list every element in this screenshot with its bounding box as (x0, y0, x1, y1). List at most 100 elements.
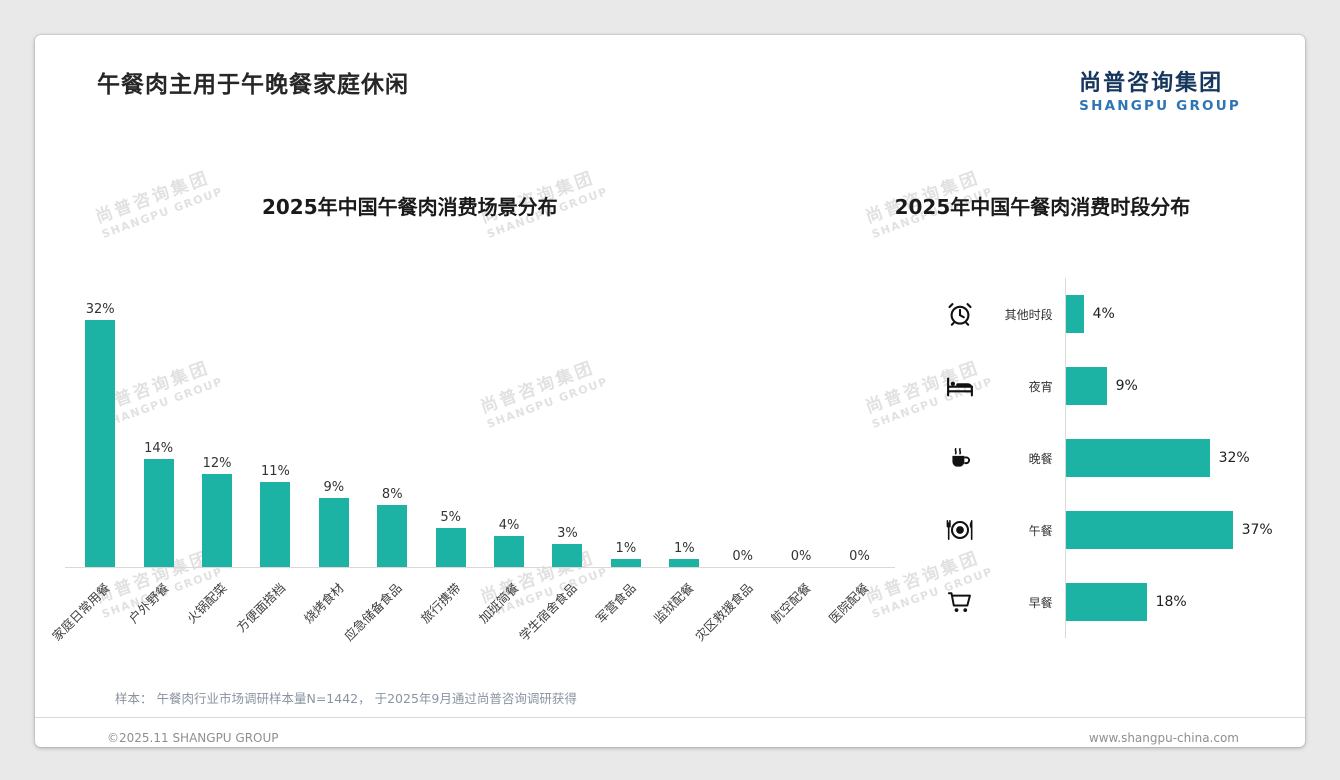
bar (85, 320, 116, 567)
bar-value-label: 9% (1115, 378, 1138, 394)
coffee-cup-icon (935, 445, 985, 471)
axis-label-slot: 灾区救援食品 (692, 568, 771, 688)
category-label: 加班简餐 (475, 580, 522, 627)
axis-label-slot: 旅行携带 (417, 568, 479, 688)
scenario-chart-title: 2025年中国午餐肉消费场景分布 (261, 195, 558, 219)
bar-zone: 4% (1064, 278, 1285, 350)
bar-value-label: 1% (673, 541, 695, 556)
category-label: 晚餐 (1028, 451, 1053, 466)
bar-slot: 32% (71, 302, 129, 567)
bar (143, 459, 174, 567)
bar (1065, 511, 1233, 549)
bar-value-label: 9% (323, 480, 345, 495)
category-label: 其他时段 (1004, 307, 1053, 322)
bar-slot: 0% (772, 549, 830, 567)
bar-value-label: 3% (557, 526, 578, 541)
scenario-chart-axis-labels: 家庭日常用餐 户外野餐 火锅配菜 方便面搭档 烧烤食材 应急储备食品 旅行携带 加班简餐 学生宿… (49, 568, 895, 688)
shopping-cart-icon (935, 588, 985, 616)
header: 午餐肉主用于午晚餐家庭休闲 尚普咨询集团 SHANGPU GROUP (35, 35, 1305, 114)
bar-value-label: 0% (732, 549, 753, 564)
bar-zone: 32% (1064, 422, 1285, 494)
category-label: 医院配餐 (826, 580, 873, 627)
category-label: 军营食品 (592, 580, 639, 627)
bar-value-label: 0% (849, 549, 870, 564)
bar-value-label: 18% (1155, 594, 1187, 610)
timeslot-chart: 2025年中国午餐肉消费时段分布 其他时段 4% 夜宵 9% 晚餐 32% 午餐 37% 早餐 1… (895, 194, 1285, 688)
bar-value-label: 4% (1092, 306, 1115, 322)
bar-slot: 12% (188, 456, 246, 567)
bar-slot: 1% (597, 541, 655, 567)
bar-value-label: 11% (260, 464, 290, 479)
bar (1065, 583, 1147, 621)
bar-slot: 0% (830, 549, 888, 567)
plate-cutlery-icon (935, 516, 985, 544)
time-slot-row: 早餐 18% (935, 566, 1285, 638)
axis-label-slot: 户外野餐 (125, 568, 187, 688)
bar (260, 482, 291, 567)
axis-label-slot: 应急储备食品 (341, 568, 421, 688)
footer-website: www.shangpu-china.com (1088, 731, 1239, 745)
bar-slot: 5% (421, 510, 479, 567)
bar (610, 559, 641, 567)
bar-value-label: 37% (1241, 522, 1273, 538)
category-label: 午餐 (1028, 523, 1053, 538)
bar (669, 559, 700, 567)
bar-value-label: 0% (790, 549, 812, 564)
bar (1065, 367, 1107, 405)
alarm-clock-icon (935, 300, 985, 328)
bar-value-label: 5% (440, 510, 461, 525)
category-label: 火锅配菜 (183, 580, 230, 627)
bar-slot: 8% (363, 487, 421, 567)
bar-slot: 3% (538, 526, 596, 567)
bar-slot: 1% (655, 541, 713, 567)
bar (202, 474, 233, 567)
category-label: 烧烤食材 (300, 580, 347, 627)
category-label: 夜宵 (1028, 379, 1053, 394)
time-slot-row: 午餐 37% (935, 494, 1285, 566)
bar (1065, 295, 1084, 333)
slide: 尚普咨询集团 SHANGPU GROUP 尚普咨询集团 SHANGPU GROUP 尚普… (35, 35, 1305, 747)
bar-value-label: 12% (202, 456, 232, 471)
category-label: 航空配餐 (767, 580, 814, 627)
footer-copyright: ©2025.11 SHANGPU GROUP (107, 731, 279, 745)
time-slot-row: 晚餐 32% (935, 422, 1285, 494)
axis-label-slot: 医院配餐 (826, 568, 888, 688)
bar-slot: 11% (246, 464, 304, 567)
axis-label-slot: 航空配餐 (768, 568, 830, 688)
time-slot-row: 其他时段 4% (935, 278, 1285, 350)
bar-value-label: 14% (144, 441, 174, 456)
axis-label-slot: 家庭日常用餐 (49, 568, 129, 688)
bar-slot: 14% (129, 441, 187, 567)
bar (1065, 439, 1210, 477)
bar-value-label: 32% (1218, 450, 1250, 466)
bar (494, 536, 525, 567)
charts-area: 2025年中国午餐肉消费场景分布 32% 14% 12% 11% 9% 8% 5% 4% 3% 1… (35, 194, 1305, 688)
bar (435, 528, 466, 567)
company-logo: 尚普咨询集团 SHANGPU GROUP (1079, 65, 1241, 114)
scenario-chart-plot: 32% 14% 12% 11% 9% 8% 5% 4% 3% 1% 1% 0% 0% 0% (65, 298, 895, 568)
bar-slot: 4% (480, 518, 538, 567)
axis-label-slot: 学生宿舍食品 (517, 568, 596, 688)
category-label: 旅行携带 (417, 580, 464, 627)
bar-value-label: 8% (381, 487, 403, 502)
category-label: 户外野餐 (125, 580, 172, 627)
footer: ©2025.11 SHANGPU GROUP www.shangpu-china… (35, 717, 1305, 747)
bar-value-label: 32% (85, 302, 115, 317)
bed-icon (935, 371, 985, 401)
time-slot-row: 夜宵 9% (935, 350, 1285, 422)
bar-zone: 37% (1064, 494, 1285, 566)
scenario-chart: 2025年中国午餐肉消费场景分布 32% 14% 12% 11% 9% 8% 5% 4% 3% 1… (49, 194, 895, 688)
bar (552, 544, 583, 567)
bar-value-label: 1% (615, 541, 637, 556)
timeslot-chart-plot: 其他时段 4% 夜宵 9% 晚餐 32% 午餐 37% 早餐 18% (895, 278, 1285, 638)
timeslot-chart-title: 2025年中国午餐肉消费时段分布 (894, 195, 1191, 219)
bar-zone: 9% (1064, 350, 1285, 422)
category-label: 早餐 (1028, 595, 1053, 610)
bar (377, 505, 408, 567)
sample-note: 样本： 午餐肉行业市场调研样本量N=1442， 于2025年9月通过尚普咨询调研… (115, 691, 577, 706)
category-label: 监狱配餐 (651, 580, 697, 627)
logo-en: SHANGPU GROUP (1079, 98, 1241, 114)
bar-slot: 0% (713, 549, 771, 567)
bar-zone: 18% (1064, 566, 1285, 638)
